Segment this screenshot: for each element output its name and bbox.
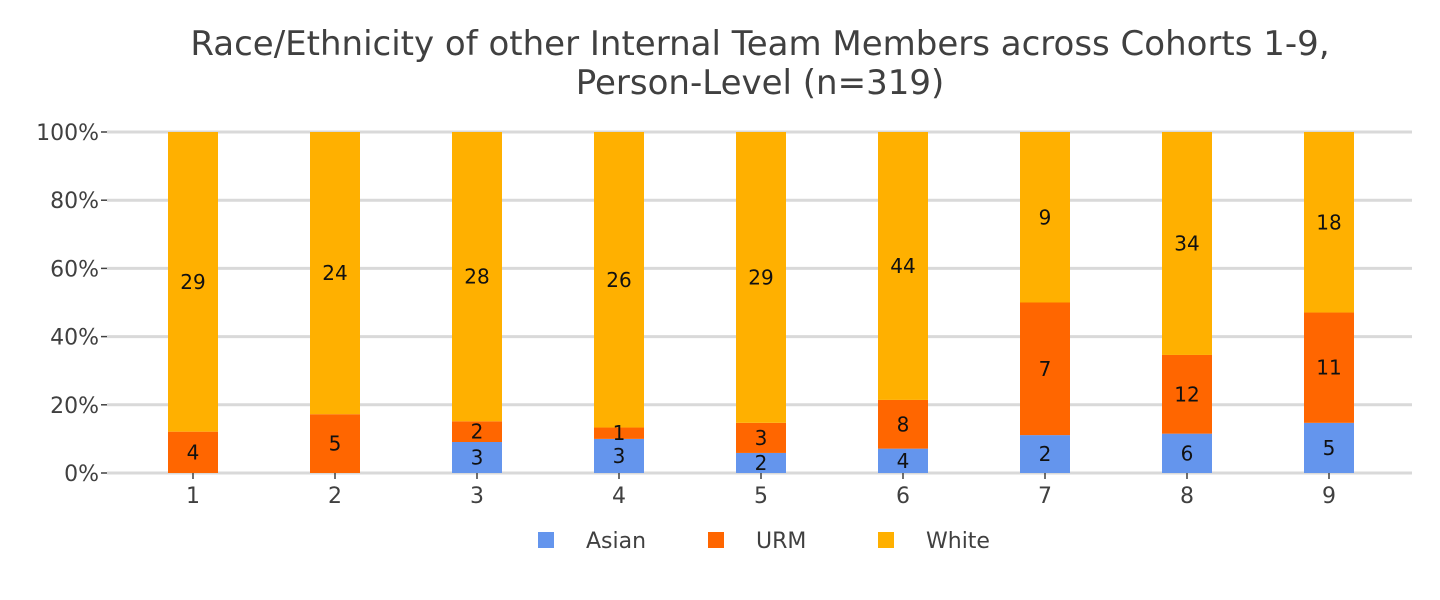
segment-data-label: 26: [606, 268, 631, 292]
y-tick-label: 40%: [50, 326, 99, 351]
segment-data-label: 2: [1039, 442, 1052, 466]
segment-data-label: 3: [755, 426, 768, 450]
segment-data-label: 5: [329, 432, 342, 456]
bar-segment: [1020, 132, 1070, 303]
y-tick-label: 80%: [50, 189, 99, 214]
segment-data-label: 9: [1039, 205, 1052, 229]
bar-segment: [1304, 312, 1354, 423]
x-tick-label: 2: [328, 484, 342, 509]
bar-segment: [594, 132, 644, 428]
x-tick-label: 4: [612, 484, 626, 509]
x-tick-label: 8: [1180, 484, 1194, 509]
segment-data-label: 29: [748, 265, 773, 289]
segment-data-label: 24: [322, 261, 347, 285]
segment-data-label: 11: [1316, 356, 1341, 380]
bar-segment: [168, 132, 218, 432]
bars: [168, 132, 1354, 473]
bar-segment: [1162, 433, 1212, 473]
y-axis-ticks: 0% 20% 40% 60% 80% 100%: [36, 121, 107, 487]
chart-title-line-1: Race/Ethnicity of other Internal Team Me…: [190, 24, 1329, 64]
bar-segment: [1020, 435, 1070, 473]
y-tick-label: 20%: [50, 394, 99, 419]
chart-title-line-2: Person-Level (n=319): [576, 63, 945, 103]
segment-data-label: 8: [897, 412, 910, 436]
legend-swatch: [708, 532, 724, 548]
bar-segment: [736, 132, 786, 423]
segment-data-label: 4: [187, 440, 200, 464]
segment-data-label: 29: [180, 270, 205, 294]
y-tick-label: 0%: [64, 462, 99, 487]
segment-data-label: 12: [1174, 382, 1199, 406]
segment-data-label: 3: [471, 446, 484, 470]
segment-data-label: 34: [1174, 231, 1199, 255]
x-tick-label: 6: [896, 484, 910, 509]
segment-data-label: 18: [1316, 210, 1341, 234]
bar-segment: [736, 452, 786, 473]
bar-segment: [1304, 132, 1354, 313]
x-tick-label: 7: [1038, 484, 1052, 509]
x-tick-label: 9: [1322, 484, 1336, 509]
segment-data-label: 7: [1039, 357, 1052, 381]
y-tick-label: 100%: [36, 121, 99, 146]
bar-segment: [878, 132, 928, 400]
bar-segment: [168, 431, 218, 473]
legend-swatch: [878, 532, 894, 548]
legend-label: Asian: [586, 529, 646, 554]
bar-segment: [452, 132, 502, 422]
bar-segment: [594, 427, 644, 439]
legend-label: URM: [756, 529, 806, 554]
segment-data-label: 3: [613, 444, 626, 468]
x-tick-label: 5: [754, 484, 768, 509]
segment-data-label: 1: [613, 421, 626, 445]
bar-segment: [736, 422, 786, 453]
bar-segment: [452, 442, 502, 473]
segment-data-label: 28: [464, 265, 489, 289]
bar-segment: [452, 421, 502, 442]
legend: Asian URM White: [538, 529, 990, 554]
bar-segment: [310, 132, 360, 415]
bar-segment: [1304, 422, 1354, 473]
x-tick-label: 1: [186, 484, 200, 509]
bar-segment: [878, 399, 928, 449]
legend-swatch: [538, 532, 554, 548]
bar-segment: [1020, 302, 1070, 436]
bar-segment: [1162, 354, 1212, 434]
segment-data-label: 44: [890, 254, 915, 278]
segment-data-label: 2: [471, 420, 484, 444]
segment-data-label: 6: [1181, 441, 1194, 465]
segment-data-label: 4: [897, 449, 910, 473]
legend-label: White: [926, 529, 990, 554]
x-tick-label: 3: [470, 484, 484, 509]
segment-data-label: 5: [1323, 436, 1336, 460]
x-axis-ticks: 1 2 3 4 5 6 7 8 9: [186, 473, 1336, 509]
bar-segment: [310, 414, 360, 473]
bar-segment: [594, 438, 644, 473]
bar-segment: [1162, 132, 1212, 355]
y-tick-label: 60%: [50, 257, 99, 282]
segment-data-label: 2: [755, 451, 768, 475]
bar-segment: [878, 448, 928, 473]
